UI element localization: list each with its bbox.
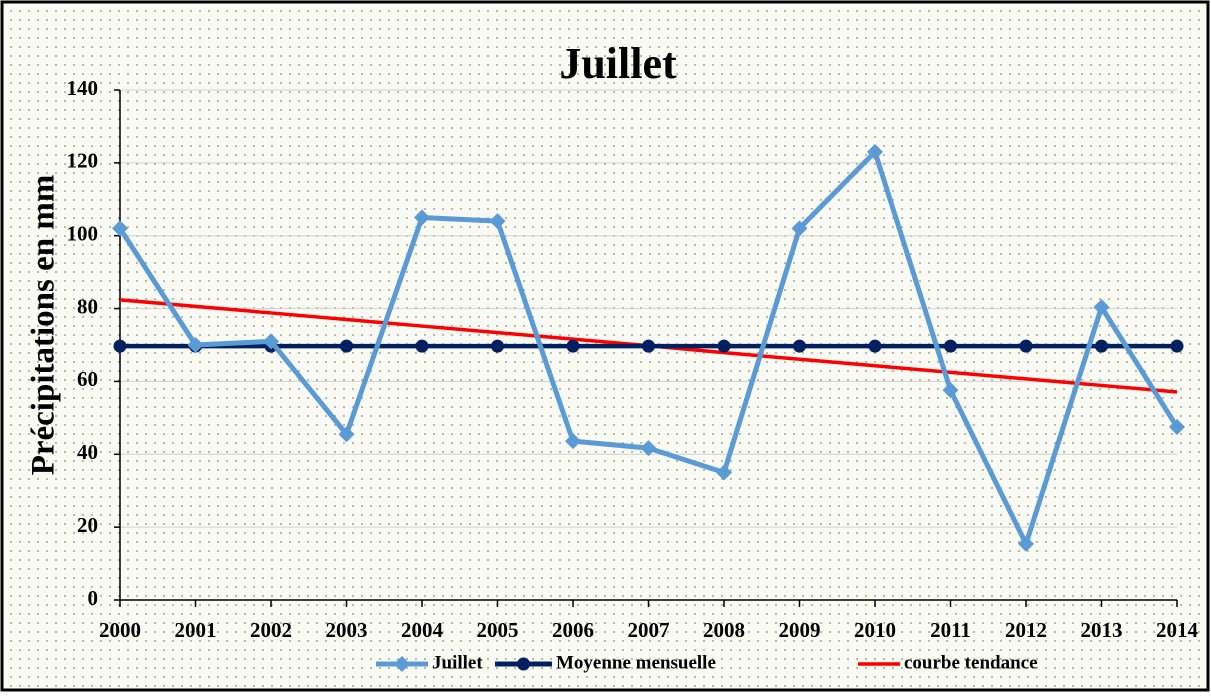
y-tick-label: 120 xyxy=(67,149,99,173)
y-tick-label: 100 xyxy=(67,222,99,246)
x-tick-label: 2004 xyxy=(401,618,444,642)
x-tick-label: 2009 xyxy=(779,618,821,642)
data-point xyxy=(1169,418,1185,435)
data-point xyxy=(414,209,430,226)
data-point xyxy=(340,339,353,353)
x-tick-label: 2001 xyxy=(175,618,217,642)
data-point xyxy=(338,426,355,443)
data-point xyxy=(716,464,732,481)
data-point xyxy=(944,339,957,353)
data-point xyxy=(717,339,731,353)
data-point xyxy=(942,382,959,399)
legend-marker xyxy=(517,657,530,671)
data-point xyxy=(415,339,429,353)
x-tick-label: 2010 xyxy=(854,618,896,642)
legend-label: Juillet xyxy=(432,652,483,673)
data-point xyxy=(868,339,882,353)
x-tick-label: 2012 xyxy=(1005,618,1047,642)
data-point xyxy=(1093,299,1110,316)
data-point xyxy=(565,433,581,450)
x-tick-label: 2003 xyxy=(326,618,368,642)
legend-label: Moyenne mensuelle xyxy=(556,652,716,673)
data-point xyxy=(112,220,128,237)
y-tick-label: 60 xyxy=(77,367,98,391)
y-tick-label: 20 xyxy=(77,513,98,537)
data-point xyxy=(793,339,806,353)
data-point xyxy=(263,333,279,350)
y-tick-label: 140 xyxy=(67,76,99,100)
data-point xyxy=(1018,535,1034,552)
x-tick-label: 2011 xyxy=(930,618,971,642)
x-tick-label: 2008 xyxy=(703,618,745,642)
data-point xyxy=(1170,339,1184,353)
data-point xyxy=(642,339,655,353)
x-tick-label: 2005 xyxy=(477,618,519,642)
data-point xyxy=(1095,339,1108,353)
data-point xyxy=(187,337,204,353)
x-tick-label: 2013 xyxy=(1081,618,1123,642)
data-point xyxy=(1019,339,1033,353)
legend-marker xyxy=(394,656,410,672)
legend-label: courbe tendance xyxy=(904,652,1038,673)
y-tick-label: 40 xyxy=(77,440,98,464)
x-tick-label: 2002 xyxy=(250,618,292,642)
data-point xyxy=(113,339,127,353)
data-point xyxy=(640,440,657,457)
y-tick-label: 0 xyxy=(88,586,99,610)
x-tick-label: 2006 xyxy=(552,618,594,642)
x-tick-label: 2000 xyxy=(99,618,141,642)
data-point xyxy=(489,213,506,230)
x-tick-label: 2014 xyxy=(1156,618,1199,642)
data-point xyxy=(566,339,580,353)
chart-title: Juillet xyxy=(559,39,677,88)
y-tick-label: 80 xyxy=(77,294,98,318)
y-axis-label: Précipitations en mm xyxy=(26,175,62,476)
x-tick-label: 2007 xyxy=(628,618,670,642)
data-point xyxy=(867,143,883,160)
data-point xyxy=(791,220,808,237)
data-point xyxy=(491,339,504,353)
